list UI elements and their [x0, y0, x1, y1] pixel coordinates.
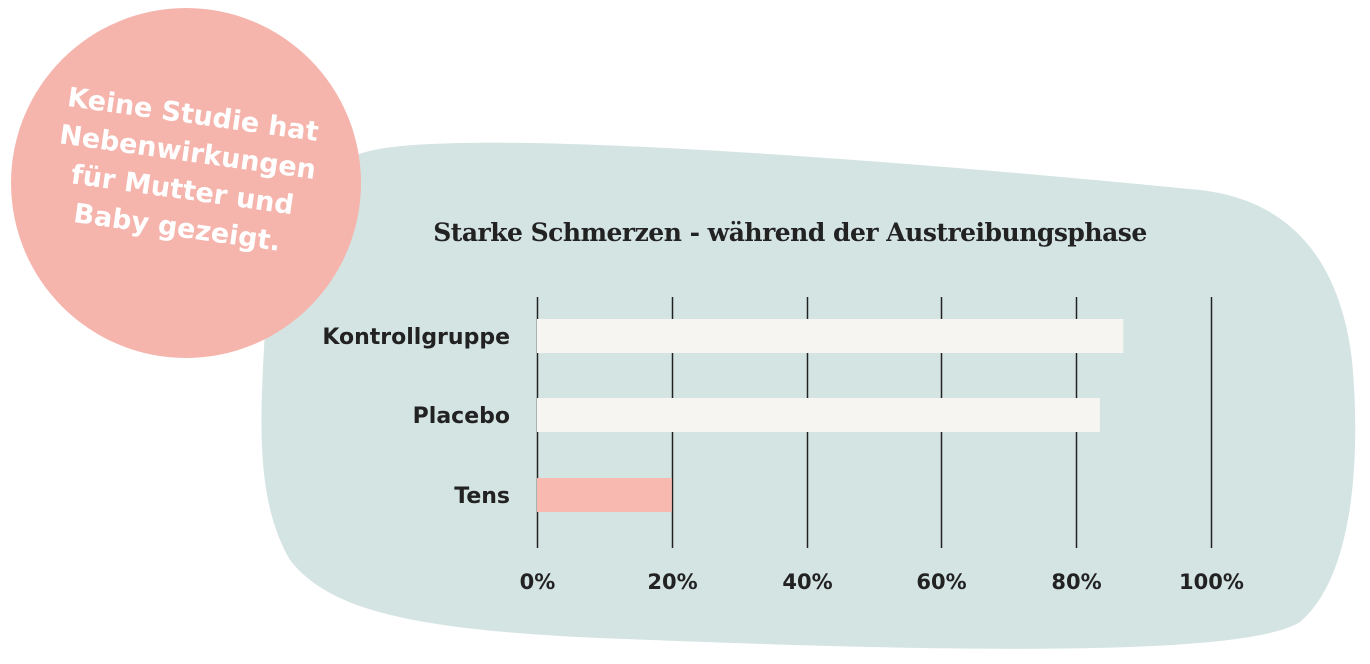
category-label: Tens — [454, 484, 510, 509]
x-tick-label: 20% — [647, 570, 697, 594]
bar — [537, 319, 1124, 353]
info-badge — [11, 8, 361, 358]
x-tick-label: 100% — [1179, 570, 1244, 594]
category-label: Kontrollgruppe — [322, 325, 510, 350]
x-tick-label: 0% — [520, 570, 556, 594]
chart-title: Starke Schmerzen - während der Austreibu… — [433, 218, 1147, 247]
category-label: Placebo — [413, 404, 510, 429]
x-tick-label: 80% — [1051, 570, 1101, 594]
tick-labels: 0% 20% 40% 60% 80% 100% — [520, 570, 1244, 594]
bars — [537, 319, 1124, 512]
x-tick-label: 60% — [916, 570, 966, 594]
x-tick-label: 40% — [782, 570, 832, 594]
background-blob-shape — [261, 142, 1356, 649]
bar — [537, 478, 672, 512]
bar — [537, 398, 1100, 432]
category-labels: Kontrollgruppe Placebo Tens — [322, 325, 510, 509]
